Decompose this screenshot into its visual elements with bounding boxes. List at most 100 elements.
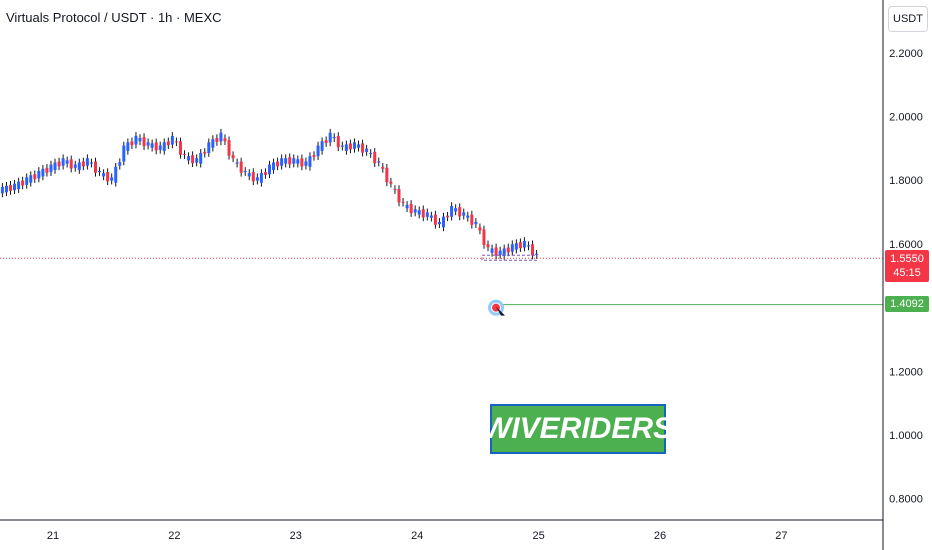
candle-body bbox=[377, 161, 381, 163]
candle-body bbox=[21, 180, 25, 186]
current-price-value: 1.5550 bbox=[890, 253, 924, 265]
candle-body bbox=[98, 170, 102, 173]
candle-body bbox=[478, 227, 482, 231]
candle-body bbox=[482, 229, 486, 245]
logo-text: WIVERIDERS bbox=[482, 412, 674, 445]
candle-body bbox=[450, 205, 454, 217]
candle-body bbox=[385, 167, 389, 183]
candle-body bbox=[251, 172, 255, 182]
candle-body bbox=[401, 201, 405, 203]
candle-body bbox=[57, 161, 61, 167]
price-tick-label: 2.0000 bbox=[889, 112, 923, 124]
candle-body bbox=[263, 172, 267, 175]
candle-body bbox=[49, 164, 53, 173]
candle-body bbox=[486, 244, 490, 248]
candle-body bbox=[187, 156, 191, 161]
candle-body bbox=[215, 138, 219, 142]
candle-body bbox=[381, 166, 385, 169]
candle-body bbox=[373, 151, 377, 164]
candle-body bbox=[357, 144, 361, 148]
candles bbox=[0, 128, 539, 260]
candle-body bbox=[267, 164, 271, 175]
cursor-arrow-icon bbox=[496, 306, 505, 316]
wiveriders-logo: WIVERIDERS bbox=[483, 404, 673, 454]
candle-body bbox=[33, 174, 37, 180]
candle-body bbox=[300, 158, 304, 167]
candle-body bbox=[102, 173, 106, 177]
candle-body bbox=[0, 186, 4, 194]
candle-body bbox=[162, 142, 166, 151]
candle-body bbox=[134, 135, 138, 145]
price-axis-labels: 2.2000 2.0000 1.8000 1.6000 1.2000 1.0000 0.80… bbox=[889, 48, 923, 506]
candle-body bbox=[526, 245, 530, 247]
candle-body bbox=[69, 159, 73, 169]
candle-body bbox=[344, 144, 348, 151]
candle-body bbox=[17, 181, 21, 190]
candle-body bbox=[255, 177, 259, 181]
candle-body bbox=[425, 212, 429, 217]
price-tick-label: 1.2000 bbox=[889, 366, 923, 378]
candle-body bbox=[170, 135, 174, 145]
price-tick-label: 0.8000 bbox=[889, 494, 923, 506]
candle-body bbox=[61, 158, 65, 166]
candle-body bbox=[166, 141, 170, 146]
candle-body bbox=[178, 141, 182, 155]
candle-body bbox=[498, 250, 502, 255]
candle-body bbox=[37, 170, 41, 179]
candle-body bbox=[336, 136, 340, 148]
candle-body bbox=[462, 212, 466, 216]
candle-body bbox=[437, 221, 441, 225]
candle-body bbox=[118, 162, 122, 166]
candle-body bbox=[421, 209, 425, 218]
candle-body bbox=[312, 155, 316, 157]
time-tick-label: 22 bbox=[168, 530, 180, 542]
candle-body bbox=[146, 142, 150, 146]
candle-body bbox=[191, 155, 195, 164]
candle-body bbox=[292, 158, 296, 164]
target-price-tag: 1.4092 bbox=[885, 296, 929, 312]
candle-body bbox=[203, 151, 207, 154]
candle-body bbox=[494, 247, 498, 256]
candle-body bbox=[9, 184, 13, 191]
candle-body bbox=[211, 139, 215, 148]
horizontal-lines bbox=[0, 254, 883, 306]
candle-body bbox=[126, 142, 130, 151]
candle-body bbox=[531, 244, 535, 256]
time-tick-label: 27 bbox=[775, 530, 787, 542]
candle-body bbox=[199, 152, 203, 164]
candle-body bbox=[429, 215, 433, 218]
currency-button[interactable]: USDT bbox=[888, 6, 928, 32]
candle-body bbox=[413, 209, 417, 213]
target-price-value: 1.4092 bbox=[890, 298, 924, 310]
candle-body bbox=[53, 162, 57, 171]
target-marker bbox=[488, 299, 505, 316]
candle-body bbox=[470, 214, 474, 225]
candle-body bbox=[89, 162, 93, 164]
candle-body bbox=[259, 173, 263, 183]
price-tick-label: 2.2000 bbox=[889, 48, 923, 60]
candle-body bbox=[458, 207, 462, 217]
candle-body bbox=[446, 215, 450, 218]
candle-countdown: 45:15 bbox=[893, 267, 921, 279]
candle-body bbox=[393, 189, 397, 191]
candle-body bbox=[280, 158, 284, 166]
candle-body bbox=[535, 253, 539, 255]
candle-body bbox=[348, 143, 352, 150]
candle-body bbox=[506, 247, 510, 253]
candle-body bbox=[223, 138, 227, 142]
candle-body bbox=[4, 185, 8, 193]
candle-body bbox=[45, 167, 49, 173]
candle-body bbox=[231, 155, 235, 159]
candle-body bbox=[41, 168, 45, 177]
candle-body bbox=[195, 158, 199, 163]
time-tick-label: 21 bbox=[47, 530, 59, 542]
candle-body bbox=[142, 137, 146, 147]
candle-body bbox=[284, 158, 288, 164]
candle-body bbox=[405, 204, 409, 209]
candle-body bbox=[454, 208, 458, 212]
candle-body bbox=[65, 160, 69, 164]
candle-body bbox=[361, 143, 365, 153]
time-tick-label: 23 bbox=[290, 530, 302, 542]
candle-body bbox=[324, 140, 328, 144]
